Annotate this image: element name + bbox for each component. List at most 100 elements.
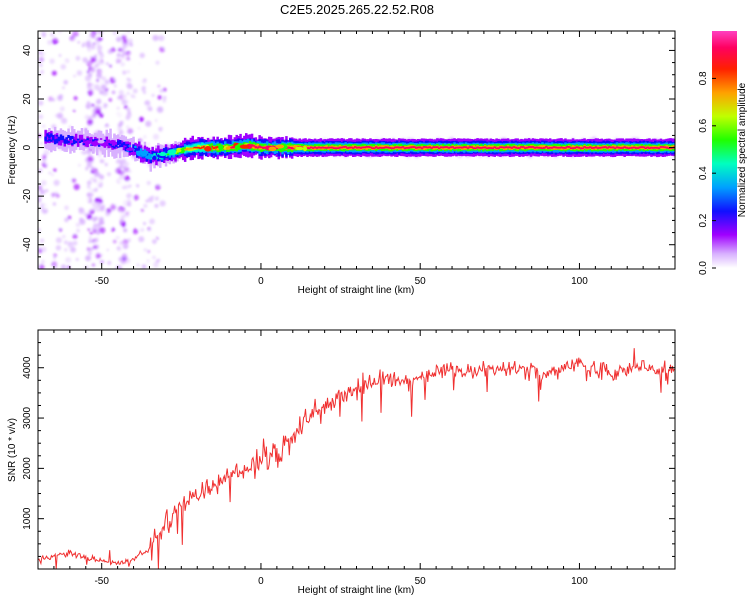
ridge-cell (525, 146, 529, 149)
noise-speck (101, 80, 104, 83)
ridge-cell (151, 155, 154, 158)
noise-speck (86, 182, 90, 185)
ridge-cell (568, 146, 571, 148)
noise-speck (54, 114, 59, 118)
noise-speck (132, 88, 138, 94)
ridge-cell (71, 143, 74, 145)
noise-speck (93, 73, 96, 76)
ridge-blob (167, 149, 177, 155)
ridge-cell (633, 146, 636, 149)
spectrogram-ticks: -50 0 50 100 -40 -20 0 20 40 (22, 31, 676, 287)
noise-speck (133, 95, 136, 99)
noise-speck (40, 246, 47, 253)
noise-speck (63, 59, 69, 65)
noise-speck (136, 263, 140, 267)
noise-speck (92, 162, 98, 167)
noise-speck (62, 86, 65, 90)
noise-speck (141, 264, 147, 269)
ridge-cell (346, 147, 349, 149)
noise-speck (48, 96, 54, 102)
ridge-cell (615, 146, 619, 149)
ridge-cell (111, 140, 114, 146)
noise-speck (116, 35, 121, 40)
noise-speck (157, 250, 161, 254)
colorbar: 0.0 0.2 0.4 0.6 0.8 Normalized spectral ampl… (698, 31, 748, 275)
noise-speck (103, 215, 109, 221)
ridge-blob (84, 140, 93, 144)
ridge-cell (61, 135, 65, 151)
ridge-cell (90, 144, 93, 146)
noise-speck (73, 96, 78, 101)
x-tick-label: 0 (258, 276, 264, 287)
ridge-cell (583, 146, 586, 148)
ridge-cell (229, 146, 233, 149)
ridge-cell (602, 146, 605, 149)
noise-speck (139, 93, 145, 99)
ridge-cell (357, 146, 361, 149)
noise-speck (67, 241, 74, 248)
ridge-cell (650, 146, 653, 149)
ridge-cell (315, 147, 319, 149)
ridge-cell (329, 146, 332, 149)
noise-speck (53, 213, 60, 220)
ridge-cell (589, 146, 592, 148)
noise-speck (117, 47, 122, 52)
ridge-cell (648, 147, 651, 149)
noise-speck (116, 53, 122, 58)
noise-speck (143, 222, 146, 225)
noise-speck (138, 61, 145, 68)
ridge-cell (231, 146, 235, 149)
ridge-cell (365, 146, 368, 148)
noise-speck (60, 64, 67, 70)
figure-title: C2E5.2025.265.22.52.R08 (280, 2, 434, 17)
noise-speck (49, 159, 53, 163)
noise-speck (104, 179, 109, 184)
ridge-blob (218, 144, 224, 150)
ridge-cell (491, 147, 494, 150)
ridge-cell (422, 146, 426, 148)
noise-speck (71, 174, 75, 178)
noise-speck (155, 60, 160, 65)
noise-speck (159, 200, 166, 207)
ridge-cell (74, 140, 78, 144)
ridge-cell (510, 147, 514, 149)
noise-speck (106, 172, 112, 177)
ridge-cell (571, 147, 575, 149)
noise-speck (94, 177, 101, 184)
noise-speck (92, 253, 96, 258)
ridge-cell (73, 139, 76, 145)
ridge-cell (76, 138, 80, 141)
ridge-cell (105, 136, 108, 143)
noise-speck (140, 208, 144, 212)
noise-speck (101, 76, 107, 81)
ridge-cell (97, 144, 101, 147)
noise-speck (86, 40, 92, 45)
ridge-cell (78, 141, 82, 143)
noise-speck (131, 172, 138, 179)
ridge-cell (252, 145, 256, 147)
ridge-cell (522, 146, 525, 148)
noise-speck (163, 197, 167, 201)
ridge-cell (262, 146, 265, 149)
noise-speck (88, 115, 93, 120)
noise-speck (125, 45, 130, 50)
ridge-cell (67, 141, 70, 144)
ridge-cell (57, 136, 61, 142)
noise-speck (138, 124, 144, 130)
colorbar-tick-label: 0.4 (698, 166, 709, 180)
noise-speck (132, 74, 136, 79)
noise-speck (82, 50, 88, 56)
noise-speck (123, 120, 129, 127)
noise-speck (124, 188, 129, 193)
ridge-cell (59, 137, 63, 141)
ridge-cell (117, 146, 120, 148)
ridge-cell (69, 137, 72, 145)
ridge-cell (646, 146, 649, 149)
noise-speck (52, 202, 57, 206)
ridge-cell (552, 146, 556, 150)
ridge-cell (493, 146, 496, 149)
ridge-cell (122, 142, 126, 146)
noise-speck (41, 64, 49, 71)
ridge-cell (543, 147, 546, 149)
ridge-cell (289, 147, 292, 149)
